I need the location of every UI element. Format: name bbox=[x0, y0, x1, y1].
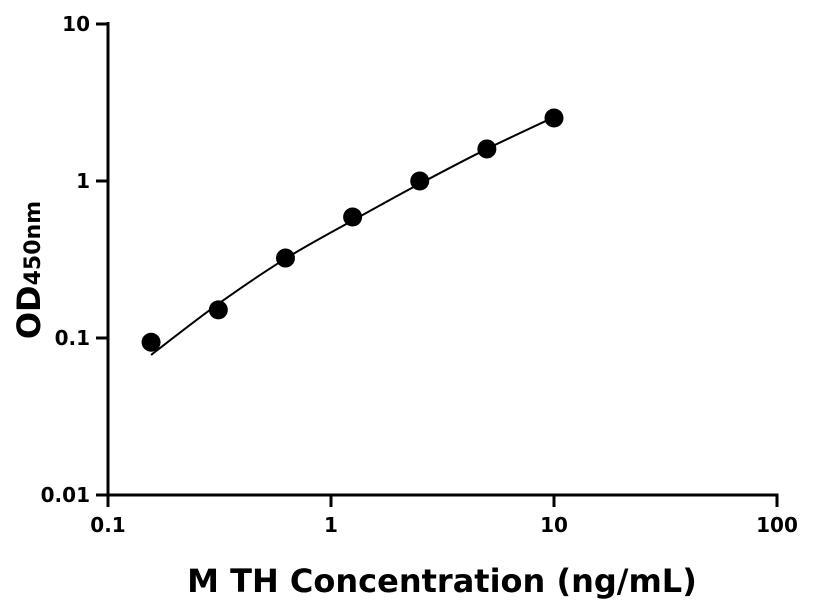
x-tick-label: 10 bbox=[540, 513, 568, 537]
data-point bbox=[343, 207, 363, 227]
x-axis-label: M TH Concentration (ng/mL) bbox=[187, 562, 697, 600]
y-axis-label: OD450nm bbox=[10, 201, 48, 339]
y-tick-label: 0.01 bbox=[41, 483, 90, 507]
data-point bbox=[410, 171, 430, 191]
y-axis-label-main: OD bbox=[10, 285, 48, 339]
data-point bbox=[141, 332, 161, 352]
x-tick-label: 0.1 bbox=[90, 513, 125, 537]
y-tick-label: 0.1 bbox=[55, 326, 90, 350]
y-tick-label: 1 bbox=[76, 169, 90, 193]
y-axis-label-subscript: 450nm bbox=[21, 201, 46, 286]
x-tick-label: 100 bbox=[756, 513, 798, 537]
x-tick-label: 1 bbox=[324, 513, 338, 537]
axes bbox=[106, 22, 779, 497]
data-point bbox=[275, 248, 295, 268]
y-tick-label: 10 bbox=[62, 12, 90, 36]
data-point bbox=[477, 139, 497, 159]
data-point bbox=[544, 108, 564, 128]
data-point bbox=[208, 300, 228, 320]
data-points bbox=[141, 108, 564, 352]
